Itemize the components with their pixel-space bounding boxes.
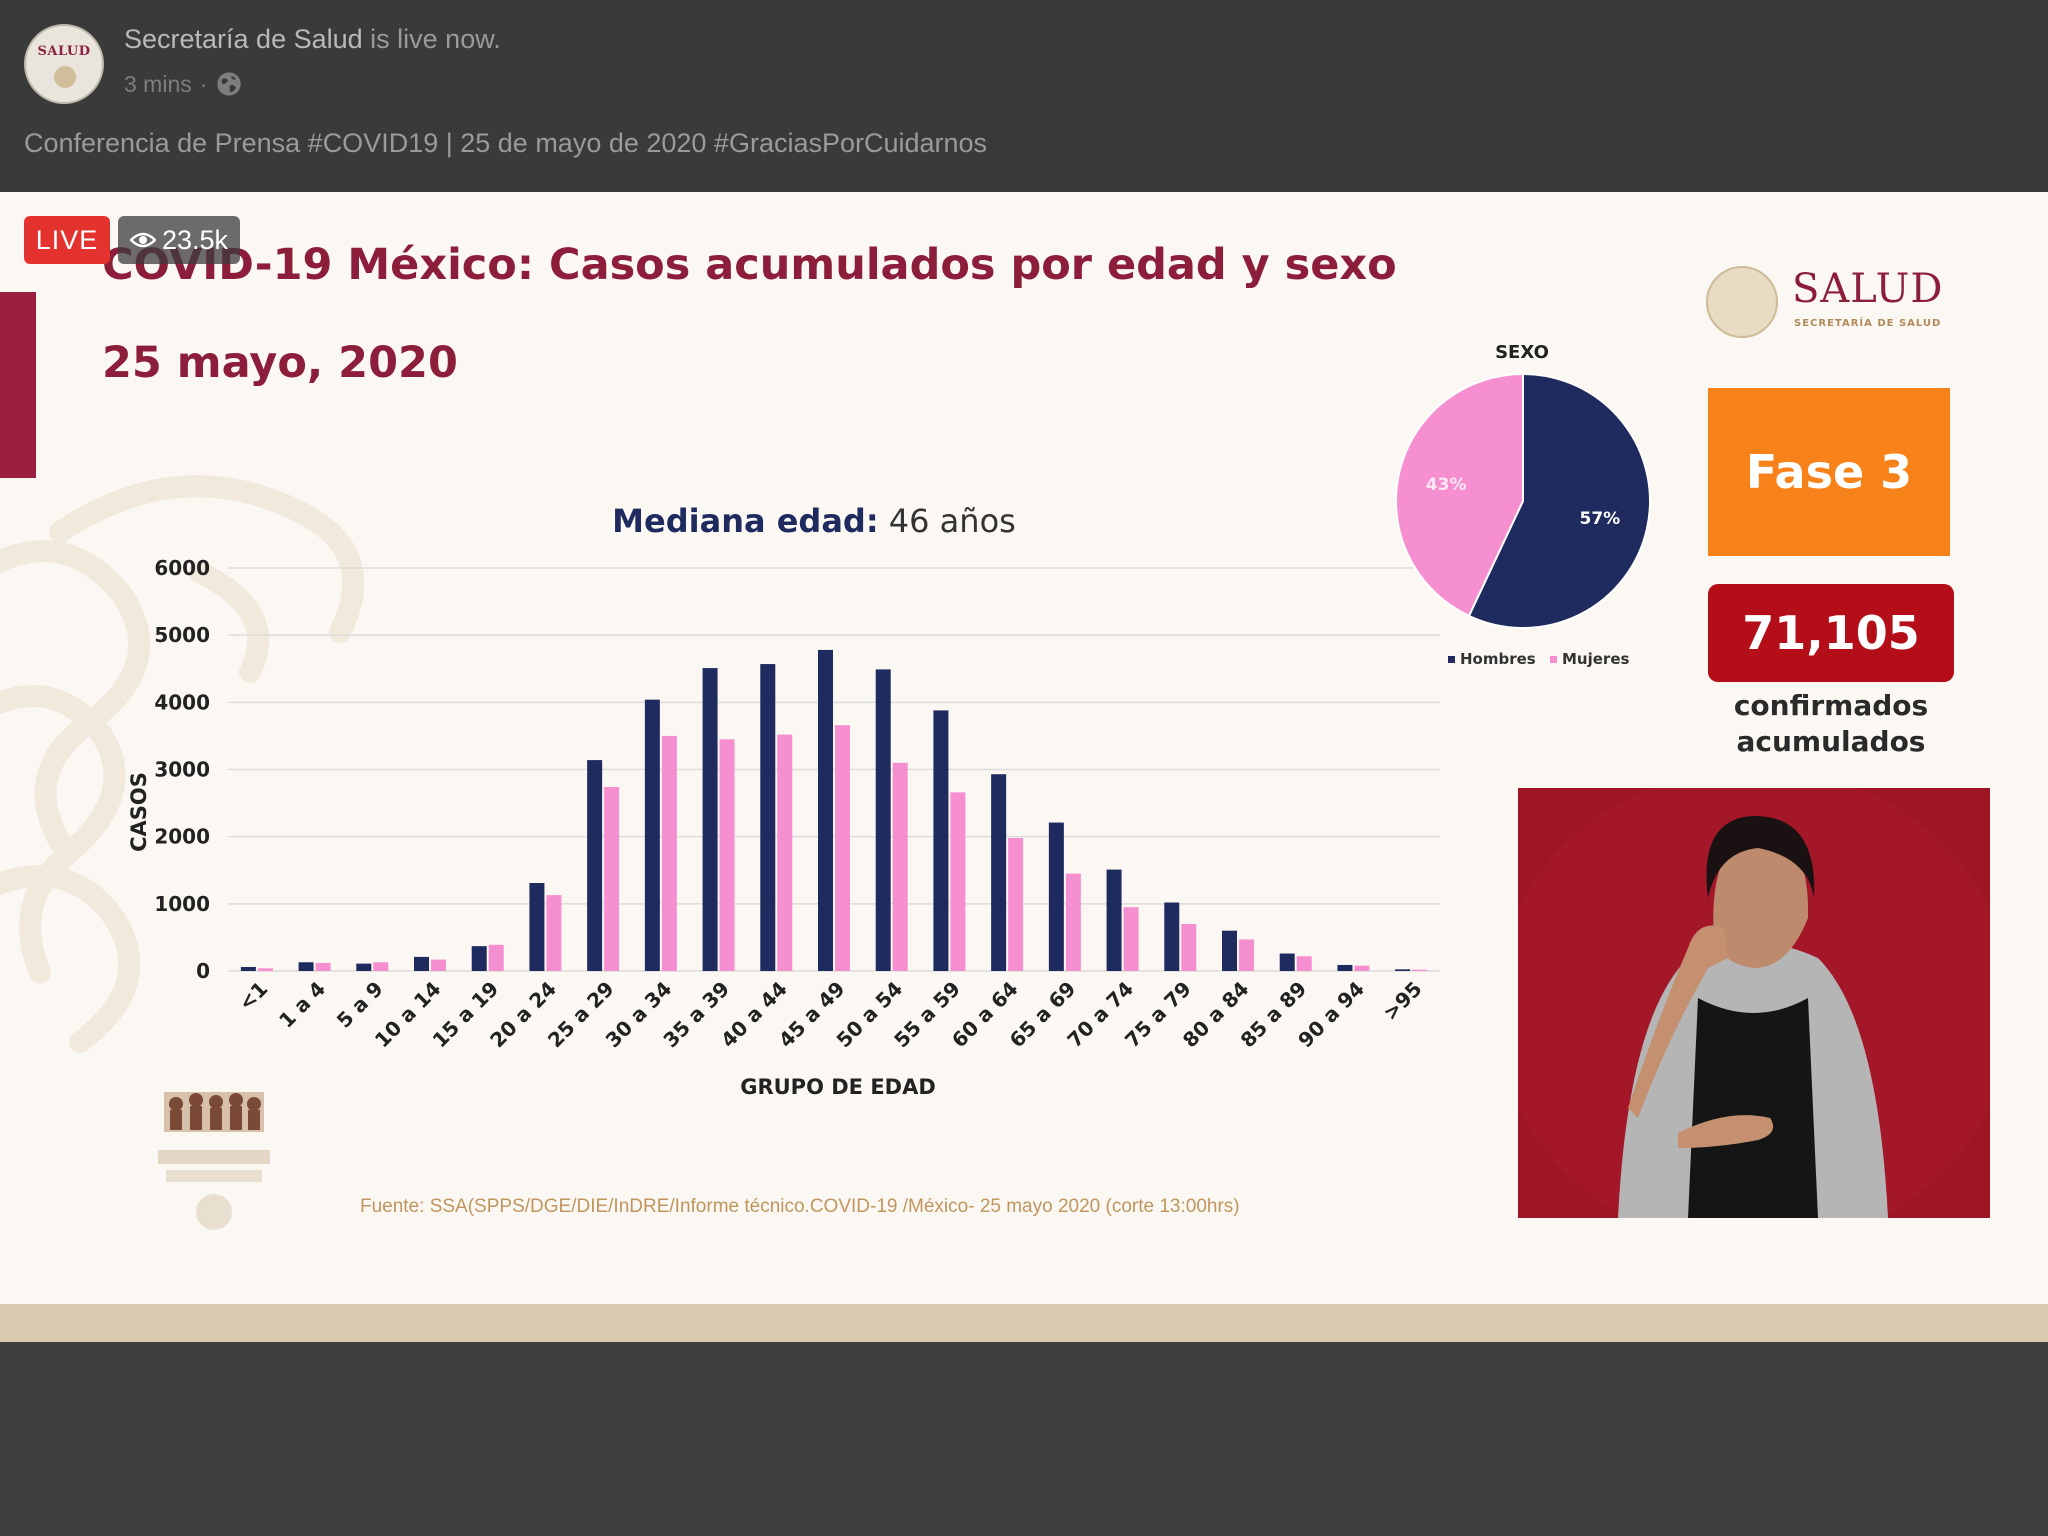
page-avatar[interactable]: SALUD [24, 24, 104, 104]
live-badge: LIVE [24, 216, 110, 264]
bar-mujeres [1123, 907, 1139, 971]
bar-hombres [529, 883, 545, 971]
bar-hombres [760, 664, 776, 971]
phase-badge: Fase 3 [1708, 388, 1950, 556]
eye-icon [130, 232, 156, 248]
source-note: Fuente: SSA(SPPS/DGE/DIE/InDRE/Informe t… [360, 1196, 1240, 1217]
bar-mujeres [1239, 939, 1254, 971]
bar-hombres [240, 966, 256, 971]
x-axis-label: GRUPO DE EDAD [740, 1075, 936, 1099]
y-tick-label: 6000 [154, 556, 210, 580]
bar-mujeres [892, 762, 908, 971]
slide-background-pattern [0, 475, 365, 1053]
pie-slice-label: 43% [1426, 475, 1467, 495]
bar-mujeres [604, 786, 620, 971]
confirmed-label-line2: acumulados [1736, 725, 1926, 758]
y-tick-label: 5000 [154, 623, 210, 647]
bar-hombres [1395, 969, 1411, 971]
bar-hombres [991, 774, 1007, 971]
logo-subtitle: SECRETARÍA DE SALUD [1794, 318, 1942, 329]
post-header: SALUD Secretaría de Salud is live now. 3… [0, 0, 2048, 192]
legend-mujeres: Mujeres [1562, 650, 1629, 668]
median-age-label: Mediana edad: 46 años [612, 502, 1016, 540]
bar-mujeres [257, 968, 273, 971]
post-time[interactable]: 3 mins [124, 70, 192, 97]
confirmed-label: confirmados acumulados [1708, 688, 1954, 760]
bar-mujeres [719, 739, 735, 971]
bar-mujeres [315, 962, 331, 971]
salud-logo: SALUD SECRETARÍA DE SALUD [1702, 262, 1962, 342]
bar-mujeres [488, 944, 504, 971]
legend-hombres: Hombres [1460, 650, 1536, 668]
bar-hombres [1164, 902, 1180, 971]
slide-date: 25 mayo, 2020 [102, 338, 458, 388]
legend-swatch-hombres [1448, 656, 1455, 663]
bar-mujeres [661, 735, 677, 971]
bar-mujeres [431, 959, 446, 971]
y-tick-label: 1000 [154, 892, 210, 916]
post-caption: Conferencia de Prensa #COVID19 | 25 de m… [24, 128, 988, 158]
bar-hombres [471, 946, 487, 971]
y-tick-label: 2000 [154, 825, 210, 849]
viewer-count: 23.5k [118, 216, 241, 264]
bar-mujeres [546, 895, 562, 971]
pie-slice-mujeres [1395, 372, 1524, 618]
bottom-band [0, 1304, 2048, 1342]
bar-mujeres [777, 734, 793, 971]
bar-mujeres [1065, 873, 1081, 971]
bar-mujeres [1296, 956, 1312, 971]
avatar-logo-text: SALUD [37, 44, 91, 59]
y-tick-label: 0 [196, 959, 210, 983]
legend-swatch-mujeres [1550, 656, 1557, 663]
bar-hombres [875, 669, 891, 971]
y-tick-label: 4000 [154, 690, 210, 714]
y-tick-label: 3000 [154, 758, 210, 782]
pie-legend: Hombres Mujeres [1448, 650, 1629, 668]
bar-mujeres [1412, 969, 1428, 971]
pie-slice-hombres [1467, 372, 1651, 629]
bar-hombres [587, 760, 603, 971]
bar-hombres [1048, 822, 1064, 971]
live-status-text: is live now. [362, 24, 501, 54]
seal-icon [54, 66, 76, 88]
post-title-line: Secretaría de Salud is live now. [124, 24, 501, 55]
bar-mujeres [1008, 838, 1024, 971]
bar-mujeres [950, 792, 966, 971]
live-video[interactable]: COVID-19 México: Casos acumulados por ed… [0, 192, 2048, 1342]
bar-hombres [1222, 930, 1237, 971]
viewer-count-value: 23.5k [162, 225, 229, 255]
bar-hombres [818, 649, 833, 971]
y-axis-label: CASOS [127, 772, 151, 852]
bar-hombres [414, 956, 429, 971]
logo-word: SALUD [1792, 266, 1944, 312]
bar-mujeres [1354, 965, 1370, 971]
bar-hombres [933, 710, 949, 971]
slide-title: COVID-19 México: Casos acumulados por ed… [102, 240, 1397, 290]
sign-language-interpreter [1518, 788, 1990, 1218]
page-name-link[interactable]: Secretaría de Salud [124, 24, 363, 54]
bar-mujeres [1181, 923, 1197, 971]
heroes-mural-illustration [158, 1092, 270, 1230]
bar-hombres [1106, 869, 1122, 971]
bar-hombres [1337, 964, 1353, 971]
bar-hombres [356, 963, 372, 971]
meta-separator: · [199, 70, 208, 97]
globe-icon [217, 72, 242, 96]
bar-mujeres [373, 962, 389, 971]
left-accent-bar [0, 292, 36, 478]
pie-slice-label: 57% [1579, 509, 1620, 529]
confirmed-count: 71,105 [1708, 584, 1954, 682]
age-sex-bar-chart: Mediana edad: 46 años 0 1000 2000 3000 4000 5… [127, 502, 1440, 1099]
bar-hombres [644, 699, 660, 971]
bar-hombres [298, 962, 314, 971]
bar-hombres [1279, 953, 1295, 971]
bar-mujeres [835, 725, 850, 971]
pie-title: SEXO [1495, 342, 1549, 363]
post-meta: 3 mins · [124, 70, 243, 98]
bar-hombres [702, 668, 718, 971]
confirmed-label-line1: confirmados [1733, 689, 1929, 722]
sex-pie-chart: SEXO 57% 43% Hombres Mujeres [1395, 342, 1651, 668]
seal-icon [1706, 266, 1778, 338]
